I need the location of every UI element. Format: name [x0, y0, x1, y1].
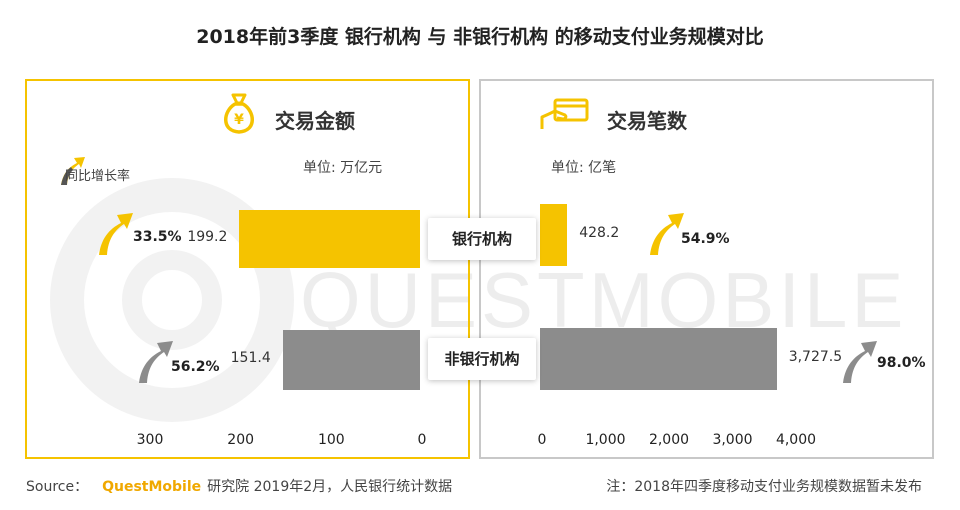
count-panel: 交易笔数 单位: 亿笔 54.9% 98.0% 428.2 3,727.5 0 …	[479, 79, 934, 459]
count-unit: 单位: 亿笔	[551, 160, 617, 176]
svg-text:¥: ¥	[234, 112, 244, 128]
amount-tick-label: 300	[136, 432, 164, 448]
amount-value-label-bank: 199.2	[187, 229, 228, 245]
growth-arrow-legend-icon	[61, 157, 85, 185]
amount-tick-label: 100	[317, 432, 345, 448]
count-tick-label: 2,000	[648, 432, 690, 448]
brand-name: QuestMobile	[102, 479, 202, 495]
count-value-label-nonbank: 3,727.5	[788, 349, 843, 365]
count-tick-label: 4,000	[775, 432, 817, 448]
count-bar-nonbank	[540, 328, 777, 390]
count-panel-title: 交易笔数	[607, 109, 687, 133]
money-bag-icon: ¥	[224, 93, 254, 134]
amount-bar-nonbank	[282, 330, 420, 390]
footnote: 注：2018年四季度移动支付业务规模数据暂未发布	[606, 479, 922, 495]
amount-panel-title: 交易金额	[275, 109, 355, 133]
chart-title: 2018年前3季度 银行机构 与 非银行机构 的移动支付业务规模对比	[196, 26, 764, 48]
count-tick-label: 0	[537, 432, 547, 448]
watermark-logo-icon	[50, 178, 294, 422]
growth-nonbank-count: 98.0%	[877, 355, 926, 371]
growth-arrow-nonbank-amount-icon	[139, 341, 173, 383]
growth-arrow-nonbank-count-icon	[843, 341, 877, 383]
source-label: Source：	[26, 479, 89, 495]
amount-value-label-nonbank: 151.4	[230, 350, 271, 366]
amount-panel: ¥ 交易金额 同比增长率 单位: 万亿元 33.5% 56.2% 199.2 1…	[25, 79, 470, 459]
amount-unit: 单位: 万亿元	[303, 160, 383, 176]
growth-arrow-bank-count-icon	[650, 213, 684, 255]
count-bar-bank	[540, 204, 568, 266]
category-label-bank: 银行机构	[428, 218, 536, 260]
card-payment-icon	[540, 98, 589, 129]
count-tick-label: 3,000	[712, 432, 753, 448]
amount-bar-bank	[239, 210, 420, 268]
growth-legend-label: 同比增长率	[65, 169, 131, 184]
count-value-label-bank: 428.2	[579, 225, 620, 241]
growth-bank-count: 54.9%	[681, 231, 730, 247]
category-label-nonbank: 非银行机构	[428, 338, 536, 380]
amount-tick-label: 0	[417, 432, 427, 448]
source-line: Source： QuestMobile 研究院 2019年2月，人民银行统计数据	[26, 476, 452, 496]
growth-nonbank-amount: 56.2%	[171, 359, 220, 375]
count-tick-label: 1,000	[585, 432, 626, 448]
growth-arrow-bank-amount-icon	[99, 213, 133, 255]
growth-bank-amount: 33.5%	[133, 229, 182, 245]
source-text: 研究院 2019年2月，人民银行统计数据	[207, 479, 453, 495]
amount-tick-label: 200	[227, 432, 255, 448]
